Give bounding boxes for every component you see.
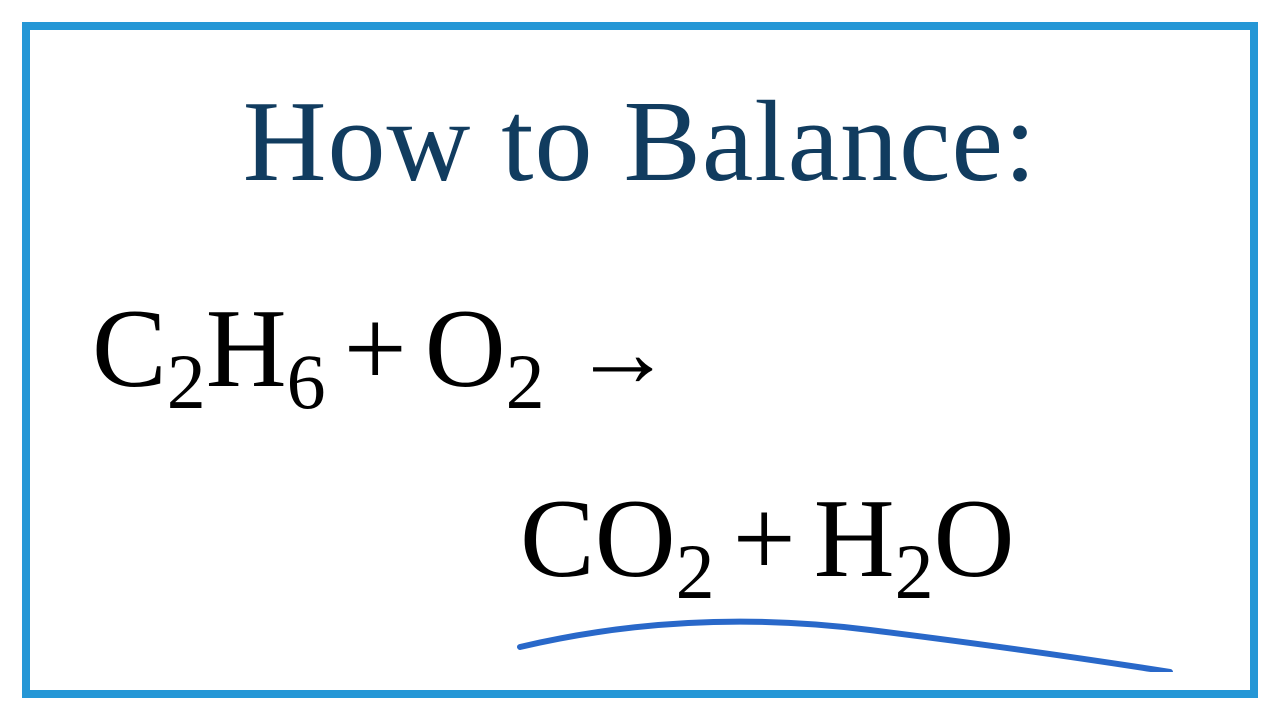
product-1: CO2 (520, 477, 715, 601)
reaction-arrow: → (573, 297, 673, 408)
plus-operator: + (344, 287, 407, 411)
equation-products-line: CO2+H2O (520, 475, 1015, 604)
content-frame: How to Balance: C2H6+O2→ CO2+H2O (22, 22, 1258, 698)
equation-reactants-line: C2H6+O2 → (92, 285, 673, 414)
underline-swoosh (510, 602, 1190, 672)
product-2: H2O (814, 477, 1015, 601)
reactant-1: C2H6 (92, 287, 326, 411)
page-title: How to Balance: (30, 76, 1250, 209)
reactant-2: O2 (425, 287, 545, 411)
plus-operator: + (733, 477, 796, 601)
